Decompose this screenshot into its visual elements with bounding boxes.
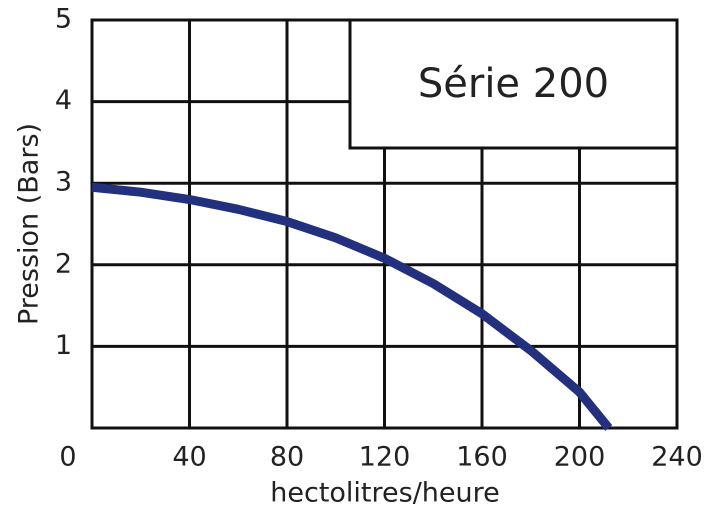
x-tick-label: 0: [59, 442, 76, 473]
x-tick-label: 40: [172, 442, 206, 473]
x-tick-label: 80: [270, 442, 304, 473]
x-axis-label: hectolitres/heure: [270, 478, 500, 509]
y-tick-label: 3: [55, 167, 72, 198]
x-tick-label: 120: [359, 442, 411, 473]
y-tick-label: 5: [55, 4, 72, 35]
y-tick-label: 2: [55, 248, 72, 279]
y-tick-label: 1: [55, 330, 72, 361]
y-axis-label: Pression (Bars): [14, 123, 45, 325]
legend-box: [348, 18, 679, 150]
x-tick-label: 200: [554, 442, 606, 473]
x-tick-label: 240: [651, 442, 703, 473]
curve: [91, 182, 613, 431]
x-tick-label: 160: [456, 442, 508, 473]
y-tick-label: 4: [55, 85, 72, 116]
legend-label: Série 200: [418, 61, 609, 107]
